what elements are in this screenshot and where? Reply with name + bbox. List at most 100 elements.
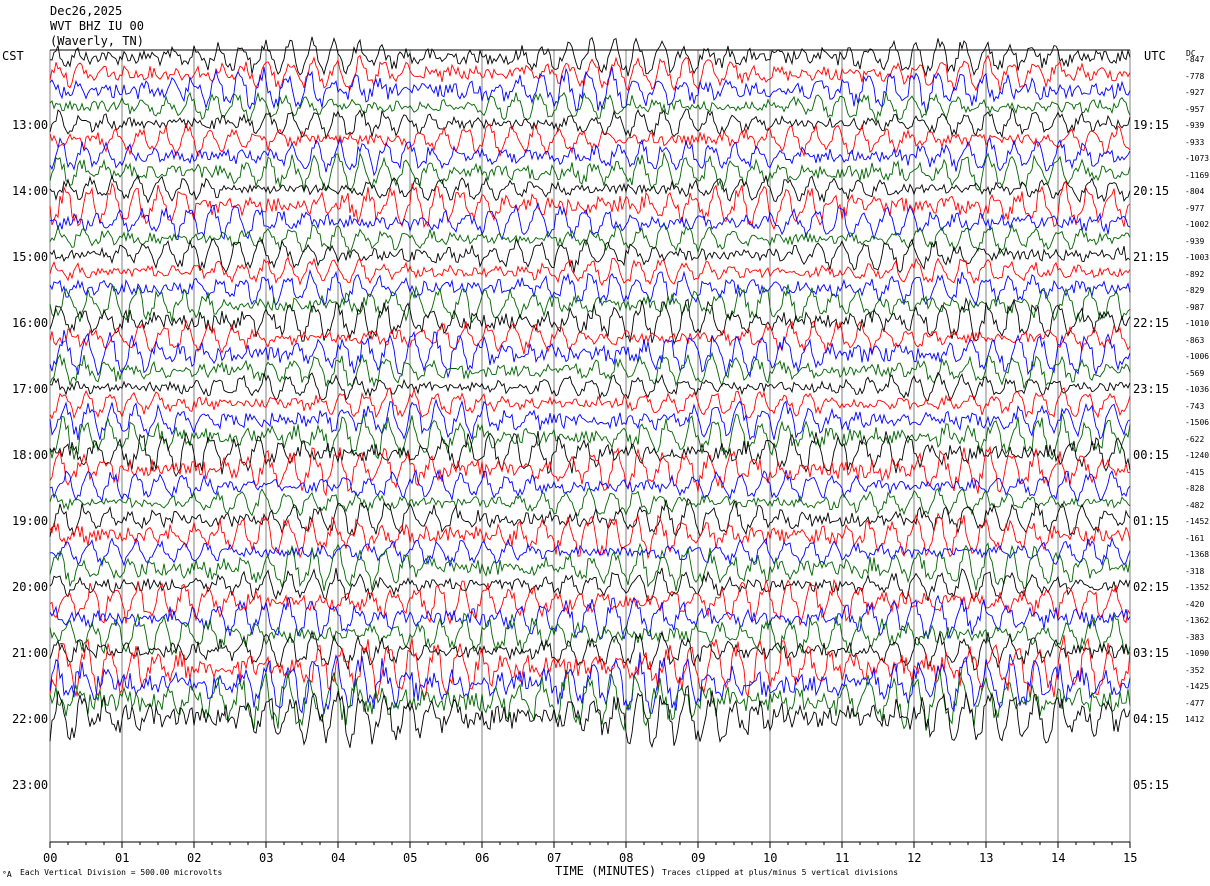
dc-offset-label: -569 <box>1185 368 1205 378</box>
dc-offset-label: -1368 <box>1185 550 1210 559</box>
left-time-label: 18:00 <box>12 448 49 462</box>
dc-offset-label: -1002 <box>1185 220 1210 229</box>
dc-offset-label: -863 <box>1185 335 1205 345</box>
dc-offset-label: -804 <box>1185 187 1205 196</box>
plot-frame <box>49 49 1131 848</box>
dc-offset-label: -847 <box>1185 55 1205 64</box>
dc-offset-label: -1036 <box>1185 385 1210 394</box>
chart-date: Dec26,2025 <box>50 4 123 18</box>
seismic-traces <box>49 36 1131 749</box>
trace-line <box>49 122 1131 158</box>
right-time-label: 00:15 <box>1133 448 1170 462</box>
dc-offset-label: -939 <box>1185 121 1205 130</box>
right-time-label: 19:15 <box>1133 118 1170 132</box>
trace-line <box>49 173 1131 204</box>
dc-offset-label: -927 <box>1185 88 1205 97</box>
trace-line <box>49 594 1131 640</box>
trace-line <box>49 351 1131 389</box>
right-time-label: 21:15 <box>1133 250 1170 264</box>
x-tick-label: 06 <box>475 851 490 865</box>
dc-offset-label: -939 <box>1185 236 1205 246</box>
right-time-label: 22:15 <box>1133 316 1170 330</box>
clip-note: Traces clipped at plus/minus 5 vertical … <box>662 868 899 877</box>
left-time-label: 15:00 <box>12 250 49 264</box>
dc-offset-label: -383 <box>1185 632 1205 642</box>
trace-line <box>49 536 1131 568</box>
dc-offset-label: -778 <box>1185 71 1205 81</box>
left-time-label: 17:00 <box>12 382 49 396</box>
trace-line <box>49 652 1131 714</box>
trace-line <box>49 91 1131 123</box>
x-tick-label: 04 <box>331 851 346 865</box>
dc-offset-label: -828 <box>1185 484 1205 493</box>
right-time-label: 01:15 <box>1133 514 1170 528</box>
trace-line <box>49 284 1131 324</box>
dc-offset-label: -622 <box>1185 434 1205 444</box>
dc-offset-label: -1352 <box>1185 583 1210 592</box>
dc-offset-label: -1090 <box>1185 649 1210 658</box>
dc-offset-header: DC <box>1186 49 1196 58</box>
left-time-label: 19:00 <box>12 514 49 528</box>
chart-station: WVT BHZ IU 00 <box>50 19 144 33</box>
dc-offset-label: -977 <box>1185 203 1205 213</box>
dc-offset-label: -1506 <box>1185 418 1210 427</box>
trace-line <box>49 268 1131 307</box>
left-time-label: 13:00 <box>12 118 49 132</box>
dc-offset-label: -1003 <box>1185 253 1210 262</box>
left-time-label: 16:00 <box>12 316 49 330</box>
right-time-label: 04:15 <box>1133 712 1170 726</box>
x-tick-label: 11 <box>835 851 850 865</box>
left-time-label: 14:00 <box>12 184 49 198</box>
dc-offset-label: 1412 <box>1185 715 1205 724</box>
x-tick-label: 08 <box>619 851 634 865</box>
x-tick-label: 03 <box>259 851 274 865</box>
trace-line <box>49 684 1131 749</box>
trace-line <box>49 106 1131 140</box>
minute-gridlines <box>49 50 1131 842</box>
dc-offset-label: -957 <box>1185 104 1205 114</box>
x-tick-label: 13 <box>979 851 994 865</box>
dc-offset-label: -477 <box>1185 698 1205 708</box>
dc-offset-label: -1169 <box>1185 170 1210 180</box>
right-time-label: 02:15 <box>1133 580 1170 594</box>
trace-line <box>49 612 1131 656</box>
trace-line <box>49 54 1131 92</box>
trace-line <box>49 371 1131 402</box>
trace-line <box>49 151 1131 192</box>
x-tick-label: 09 <box>691 851 706 865</box>
trace-line <box>49 330 1131 379</box>
left-timezone-label: CST <box>2 49 24 63</box>
dc-offset-label: -318 <box>1185 566 1205 576</box>
trace-line <box>49 468 1131 503</box>
x-axis-title: TIME (MINUTES) <box>555 864 657 878</box>
x-tick-label: 02 <box>187 851 202 865</box>
trace-line <box>49 237 1131 274</box>
dc-offset-label: -933 <box>1185 137 1205 147</box>
x-tick-label: 05 <box>403 851 418 865</box>
trace-line <box>49 223 1131 255</box>
trace-line <box>49 319 1131 355</box>
trace-line <box>49 497 1131 538</box>
dc-offset-label: -415 <box>1185 467 1205 477</box>
trace-line <box>49 578 1131 626</box>
dc-offset-label: -1073 <box>1185 154 1210 163</box>
right-time-label: 03:15 <box>1133 646 1170 660</box>
dc-offset-label: -892 <box>1185 269 1205 279</box>
dc-offset-label: -420 <box>1185 599 1205 609</box>
left-time-label: 21:00 <box>12 646 49 660</box>
trace-line <box>49 542 1131 592</box>
trace-line <box>49 296 1131 346</box>
dc-offset-label: -482 <box>1185 500 1205 510</box>
trace-line <box>49 669 1131 732</box>
dc-offset-label: -829 <box>1185 286 1205 295</box>
trace-line <box>49 66 1131 115</box>
left-time-label: 22:00 <box>12 712 49 726</box>
dc-offset-label: -1006 <box>1185 352 1210 361</box>
left-time-label: 23:00 <box>12 778 49 792</box>
trace-line <box>49 445 1130 497</box>
trace-line <box>49 629 1131 671</box>
trace-line <box>49 413 1131 461</box>
x-tick-label: 10 <box>763 851 778 865</box>
right-time-label: 20:15 <box>1133 184 1170 198</box>
